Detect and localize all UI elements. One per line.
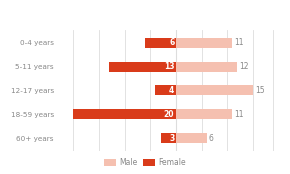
Bar [145, 38, 176, 48]
Legend: Male, Female: Male, Female [102, 155, 188, 170]
Bar [109, 62, 176, 72]
Bar [176, 38, 232, 48]
Text: 20: 20 [164, 110, 174, 119]
Text: Age and Gender: Age and Gender [9, 10, 103, 20]
Bar [176, 62, 238, 72]
Bar [160, 133, 176, 143]
Text: 3: 3 [169, 134, 174, 143]
Bar [155, 85, 176, 96]
Text: 13: 13 [164, 62, 174, 71]
Text: 6: 6 [169, 38, 174, 47]
Bar [176, 109, 232, 119]
Bar [176, 133, 207, 143]
Text: 4: 4 [169, 86, 174, 95]
Text: 6: 6 [209, 134, 213, 143]
Text: 11: 11 [234, 38, 244, 47]
Text: 11: 11 [234, 110, 244, 119]
Bar [73, 109, 176, 119]
Bar [176, 85, 253, 96]
Text: 15: 15 [255, 86, 264, 95]
Text: 12: 12 [240, 62, 249, 71]
